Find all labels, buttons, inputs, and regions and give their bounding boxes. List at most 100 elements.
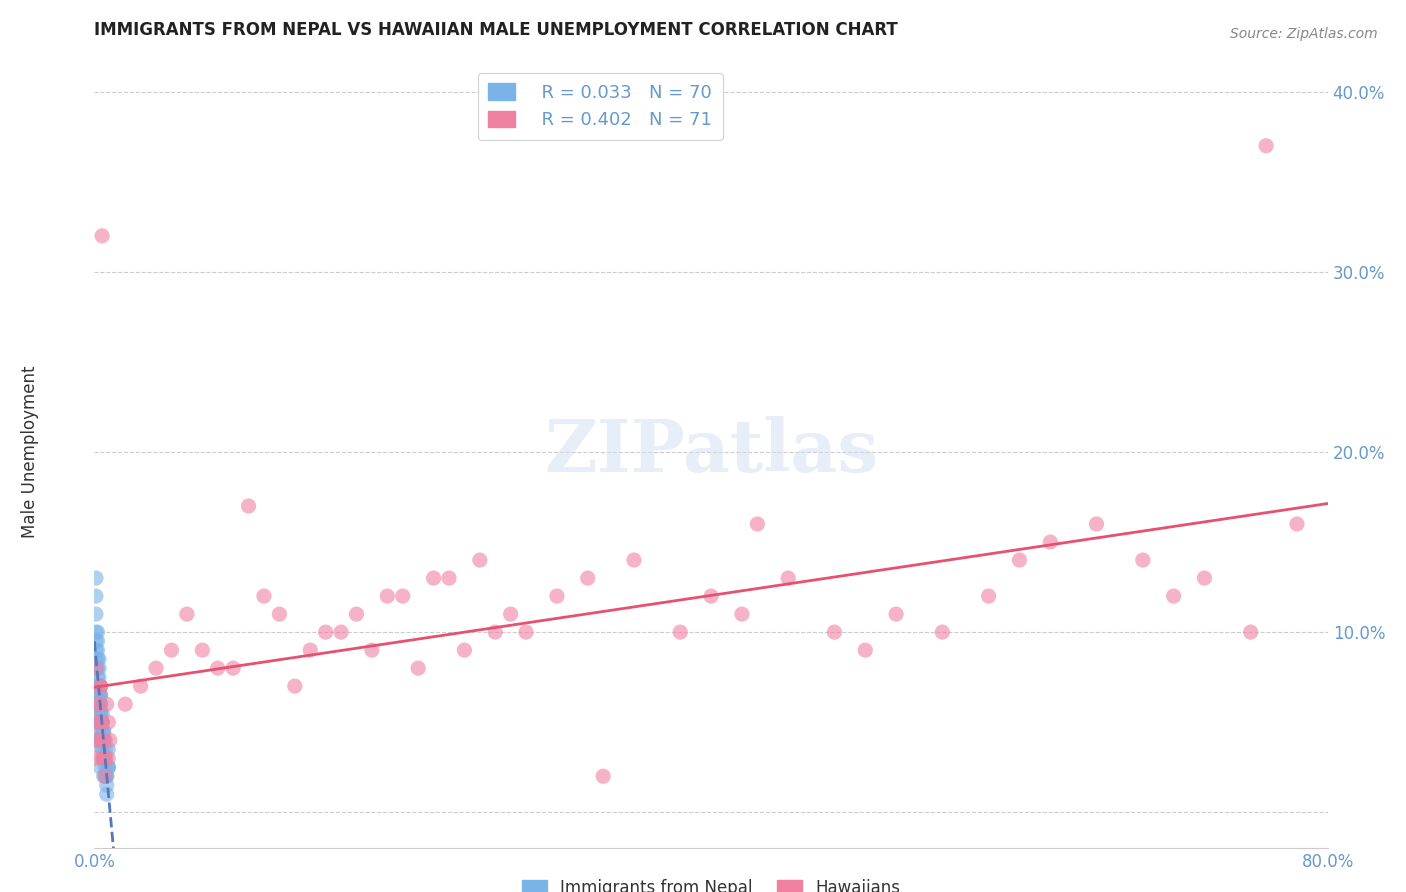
Point <box>97 751 120 765</box>
Point <box>977 589 1000 603</box>
Point <box>86 634 108 648</box>
Point <box>90 679 112 693</box>
Point <box>91 715 114 730</box>
Point <box>84 661 107 675</box>
Point <box>731 607 754 621</box>
Point <box>1085 516 1108 531</box>
Point <box>623 553 645 567</box>
Point <box>93 733 115 747</box>
Point <box>86 643 108 657</box>
Point <box>84 652 107 666</box>
Point <box>91 751 114 765</box>
Point <box>96 697 118 711</box>
Point <box>84 607 107 621</box>
Point <box>86 661 108 675</box>
Point <box>90 697 112 711</box>
Point <box>86 733 108 747</box>
Point <box>176 607 198 621</box>
Point <box>669 625 692 640</box>
Point <box>87 661 110 675</box>
Point <box>129 679 152 693</box>
Point <box>93 751 115 765</box>
Point <box>84 733 107 747</box>
Point <box>91 228 114 243</box>
Text: IMMIGRANTS FROM NEPAL VS HAWAIIAN MALE UNEMPLOYMENT CORRELATION CHART: IMMIGRANTS FROM NEPAL VS HAWAIIAN MALE U… <box>94 21 898 39</box>
Point <box>84 643 107 657</box>
Point <box>468 553 491 567</box>
Point <box>87 715 110 730</box>
Point <box>96 769 118 783</box>
Point <box>86 652 108 666</box>
Point <box>406 661 429 675</box>
Point <box>778 571 800 585</box>
Point <box>86 679 108 693</box>
Point <box>87 697 110 711</box>
Point <box>592 769 614 783</box>
Point <box>87 724 110 739</box>
Point <box>94 769 117 783</box>
Point <box>93 751 115 765</box>
Point <box>91 706 114 721</box>
Point <box>747 516 769 531</box>
Point <box>87 688 110 702</box>
Point <box>91 715 114 730</box>
Point <box>86 706 108 721</box>
Point <box>94 751 117 765</box>
Point <box>87 715 110 730</box>
Point <box>86 697 108 711</box>
Point <box>84 589 107 603</box>
Point <box>84 634 107 648</box>
Point <box>284 679 307 693</box>
Point <box>191 643 214 657</box>
Point <box>853 643 876 657</box>
Point <box>484 625 506 640</box>
Point <box>84 571 107 585</box>
Point <box>96 778 118 792</box>
Point <box>145 661 167 675</box>
Point <box>93 724 115 739</box>
Point <box>96 769 118 783</box>
Point <box>375 589 398 603</box>
Point <box>700 589 723 603</box>
Point <box>437 571 460 585</box>
Point <box>94 742 117 756</box>
Point <box>499 607 522 621</box>
Y-axis label: Male Unemployment: Male Unemployment <box>21 366 39 538</box>
Point <box>93 733 115 747</box>
Point <box>299 643 322 657</box>
Point <box>90 688 112 702</box>
Point <box>269 607 291 621</box>
Text: ZIPatlas: ZIPatlas <box>544 417 879 488</box>
Point <box>90 733 112 747</box>
Point <box>87 697 110 711</box>
Point <box>823 625 845 640</box>
Point <box>86 625 108 640</box>
Point <box>84 679 107 693</box>
Point <box>90 706 112 721</box>
Point <box>576 571 599 585</box>
Point <box>90 688 112 702</box>
Point <box>91 724 114 739</box>
Point <box>87 652 110 666</box>
Point <box>931 625 953 640</box>
Point <box>94 751 117 765</box>
Point <box>93 724 115 739</box>
Point <box>207 661 229 675</box>
Point <box>90 715 112 730</box>
Point <box>453 643 475 657</box>
Point <box>87 697 110 711</box>
Point <box>84 688 107 702</box>
Point <box>160 643 183 657</box>
Point <box>346 607 368 621</box>
Point <box>315 625 337 640</box>
Point <box>86 697 108 711</box>
Point <box>238 499 260 513</box>
Point <box>1285 516 1308 531</box>
Point <box>97 760 120 774</box>
Point <box>1256 138 1278 153</box>
Point <box>253 589 276 603</box>
Point <box>84 715 107 730</box>
Point <box>91 742 114 756</box>
Point <box>84 661 107 675</box>
Point <box>391 589 413 603</box>
